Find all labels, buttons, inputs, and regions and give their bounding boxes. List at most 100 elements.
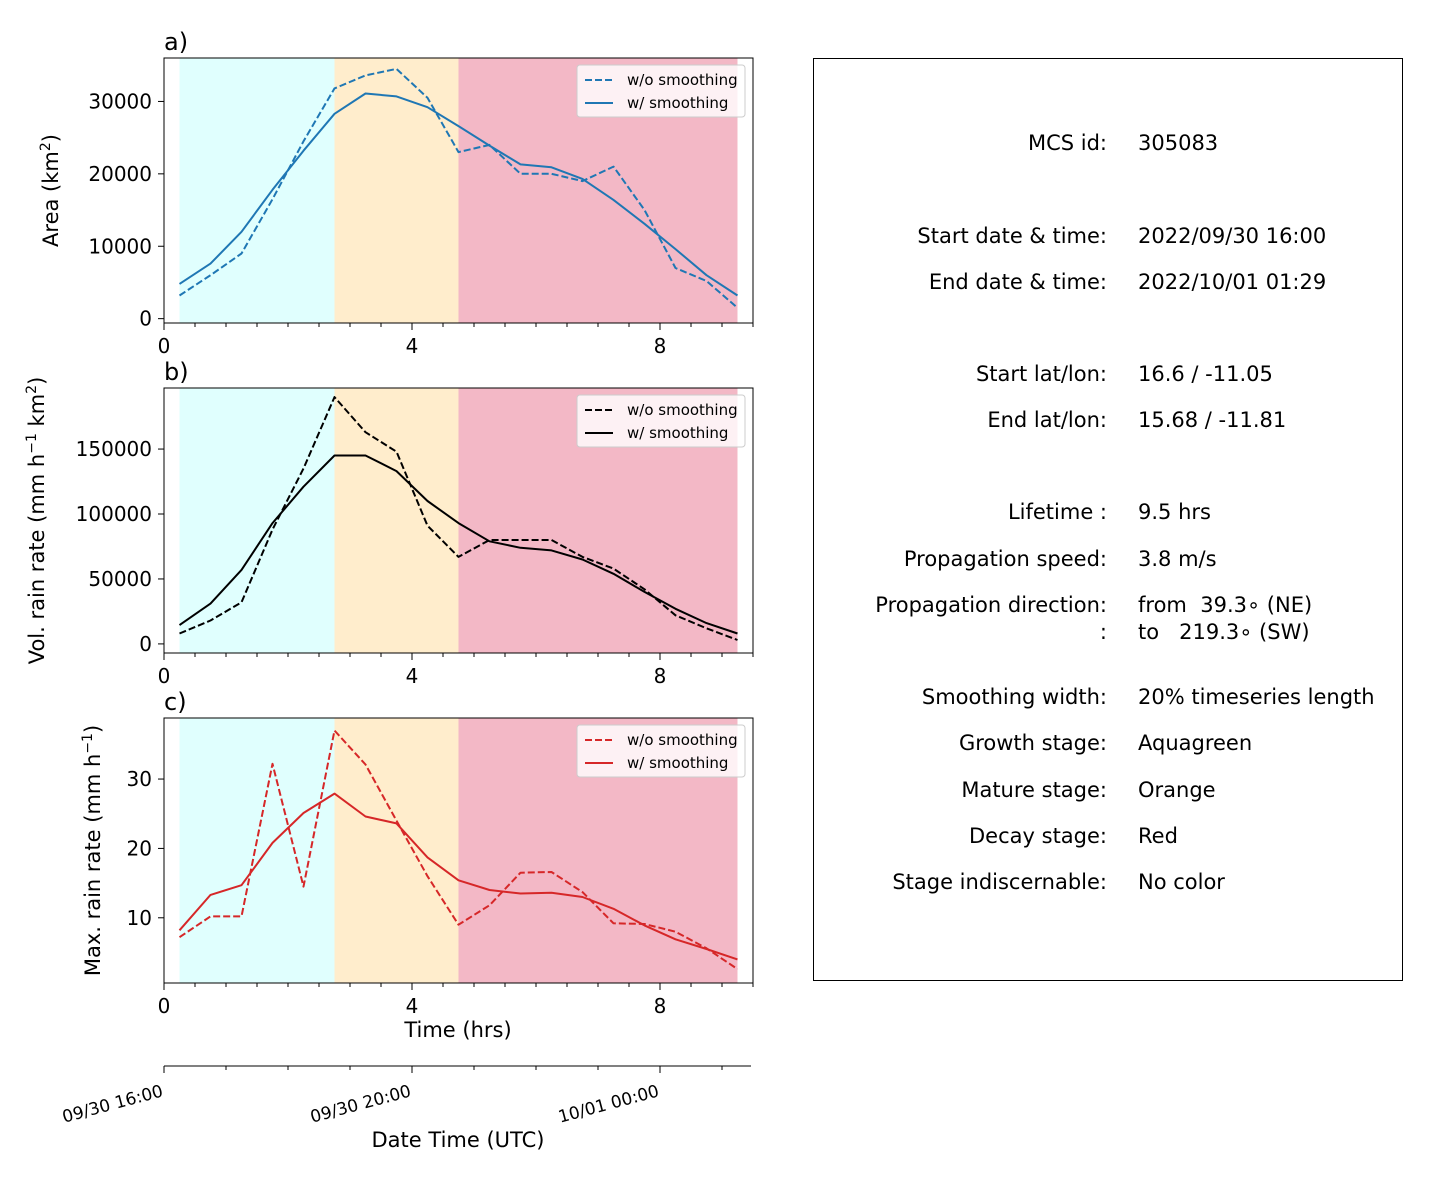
- info-label: Stage indiscernable:: [892, 870, 1107, 894]
- info-value: 2022/09/30 16:00: [1138, 224, 1327, 248]
- info-label: Propagation direction:: [875, 593, 1107, 617]
- info-value: 16.6 / -11.05: [1138, 362, 1273, 386]
- x-tick-label: 0: [158, 994, 171, 1018]
- axes-frame: [163, 717, 754, 984]
- panel-label: b): [164, 358, 189, 386]
- info-value: No color: [1138, 870, 1225, 894]
- stage-band-growth: [179, 58, 335, 323]
- date-axis-label: Date Time (UTC): [372, 1128, 545, 1152]
- info-value: Aquagreen: [1138, 731, 1253, 755]
- y-tick-label: 20: [127, 836, 152, 860]
- series-line-raw: [178, 67, 739, 309]
- y-tick-label: 0: [139, 632, 152, 656]
- y-tick-label: 30: [127, 767, 152, 791]
- info-label: Decay stage:: [969, 824, 1107, 848]
- y-tick-label: 0: [139, 307, 152, 331]
- info-value: 305083: [1138, 131, 1219, 155]
- info-value: to 219.3∘ (SW): [1138, 620, 1310, 644]
- x-tick-label: 0: [158, 334, 171, 358]
- x-tick-label: 8: [654, 334, 667, 358]
- y-axis-label-part: ): [25, 377, 49, 385]
- panel-a: 0 10000 20000 30000 0 4 8 a) Area (km2) w/o smoot…: [38, 28, 754, 358]
- legend-label: w/ smoothing: [627, 424, 728, 442]
- y-tick-label: 10000: [88, 234, 152, 258]
- series-line-raw: [179, 396, 738, 641]
- legend-box: [576, 394, 746, 448]
- info-label: Lifetime :: [1007, 500, 1107, 524]
- legend-label: w/ smoothing: [627, 94, 728, 112]
- series-line-smoothed: [178, 454, 738, 635]
- info-value: 20% timeseries length: [1138, 685, 1375, 709]
- info-label: Growth stage:: [958, 731, 1107, 755]
- y-axis-label-part: 2: [38, 142, 54, 151]
- stage-band-growth: [179, 388, 335, 653]
- legend: w/o smoothing w/ smoothing: [576, 394, 746, 448]
- stage-band-mature: [334, 58, 459, 323]
- stage-band-mature: [334, 388, 459, 653]
- info-label: MCS id:: [1027, 131, 1107, 155]
- legend: w/o smoothing w/ smoothing: [576, 64, 746, 118]
- y-axis-label: Vol. rain rate (mm h−1 km2): [24, 377, 49, 665]
- info-label: End date & time:: [928, 270, 1107, 294]
- x-tick-label: 8: [654, 664, 667, 688]
- y-axis-label-part: ): [39, 134, 63, 142]
- y-axis-label-part: Max. rain rate (mm h: [81, 754, 105, 977]
- y-tick-label: 50000: [88, 567, 152, 591]
- x-tick-label: 8: [654, 994, 667, 1018]
- date-tick-label: 09/30 16:00: [60, 1082, 165, 1128]
- x-tick-label: 4: [406, 664, 419, 688]
- y-tick-label: 30000: [88, 89, 152, 113]
- legend-box: [576, 724, 746, 778]
- legend: w/o smoothing w/ smoothing: [576, 724, 746, 778]
- legend-box: [576, 64, 746, 118]
- panel-c: 10 20 30 0 4 8 c) Max. rain rate (mm h−1) w/o sm…: [80, 688, 754, 1018]
- info-label: Start lat/lon:: [975, 362, 1107, 386]
- date-axis: 09/30 16:00 09/30 20:00 10/01 00:00 Date Ti…: [60, 1065, 751, 1152]
- x-tick-label: 4: [406, 994, 419, 1018]
- info-value: 2022/10/01 01:29: [1138, 270, 1327, 294]
- stage-band-mature: [334, 718, 459, 983]
- info-value: 15.68 / -11.81: [1138, 408, 1287, 432]
- date-tick-label: 10/01 00:00: [556, 1082, 661, 1128]
- panel-label: a): [164, 28, 188, 56]
- info-label: Propagation speed:: [903, 547, 1107, 571]
- info-label: Mature stage:: [961, 778, 1107, 802]
- y-axis-label-part: km: [25, 394, 49, 433]
- series-line-raw: [178, 729, 739, 970]
- y-axis-label-part: −1: [24, 433, 40, 454]
- stage-band-growth: [179, 718, 335, 983]
- legend-label: w/o smoothing: [627, 731, 738, 749]
- info-value: 3.8 m/s: [1138, 547, 1217, 571]
- legend-label: w/ smoothing: [627, 754, 728, 772]
- y-axis-label: Max. rain rate (mm h−1): [80, 725, 105, 976]
- series-line-smoothed: [178, 92, 739, 297]
- mcs-info-panel: MCS id: 305083 Start date & time: 2022/0…: [813, 58, 1403, 981]
- info-label: End lat/lon:: [987, 408, 1107, 432]
- y-axis-label-part: Area (km: [39, 151, 63, 247]
- y-tick-label: 150000: [76, 437, 152, 461]
- y-axis-label-part: Vol. rain rate (mm h: [25, 454, 49, 665]
- y-axis-label-part: ): [81, 725, 105, 733]
- axes-frame: [163, 387, 754, 654]
- x-axis-label: Time (hrs): [403, 1018, 511, 1042]
- info-label: Start date & time:: [917, 224, 1107, 248]
- info-value: 9.5 hrs: [1138, 500, 1211, 524]
- y-axis-label-part: −1: [80, 733, 96, 754]
- axes-frame: [163, 57, 754, 324]
- info-value: Red: [1138, 824, 1178, 848]
- x-tick-label: 0: [158, 664, 171, 688]
- info-value: from 39.3∘ (NE): [1138, 593, 1313, 617]
- panel-label: c): [164, 688, 187, 716]
- info-value: Orange: [1138, 778, 1216, 802]
- y-tick-label: 100000: [76, 502, 152, 526]
- y-axis-label-part: 2: [24, 385, 40, 394]
- series-line-smoothed: [178, 792, 738, 961]
- x-tick-label: 4: [406, 334, 419, 358]
- legend-label: w/o smoothing: [627, 401, 738, 419]
- y-axis-label: Area (km2): [38, 134, 63, 247]
- legend-label: w/o smoothing: [627, 71, 738, 89]
- panel-b: 0 50000 100000 150000 0 4 8 b) Vol. rain rate (m…: [24, 358, 754, 688]
- y-tick-label: 10: [127, 906, 152, 930]
- info-label: :: [1099, 620, 1107, 644]
